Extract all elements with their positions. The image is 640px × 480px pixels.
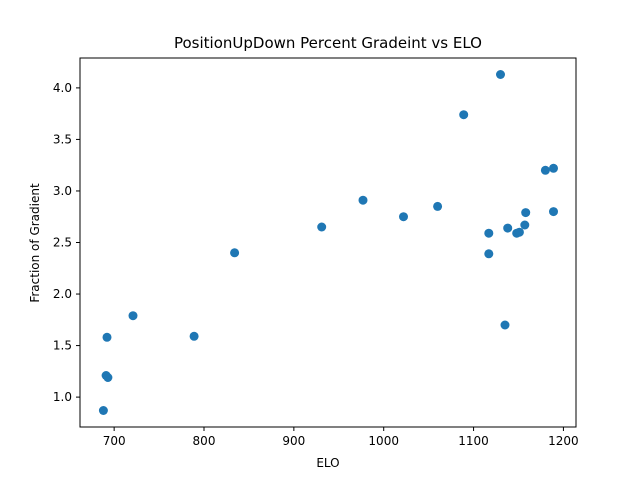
- data-point-8: [358, 195, 368, 205]
- data-point-6: [230, 248, 240, 258]
- data-point-3: [102, 332, 112, 342]
- x-tick-label: 700: [103, 434, 126, 448]
- data-point-0: [98, 406, 108, 415]
- data-points: [98, 70, 558, 415]
- chart-title: PositionUpDown Percent Gradeint vs ELO: [174, 34, 482, 52]
- data-point-7: [317, 222, 327, 232]
- data-point-22: [549, 163, 558, 173]
- data-point-2: [103, 373, 113, 382]
- data-point-12: [484, 249, 494, 259]
- data-point-14: [496, 70, 505, 79]
- data-point-23: [549, 207, 558, 217]
- y-axis-label: Fraction of Gradient: [28, 183, 42, 303]
- data-point-5: [189, 331, 199, 341]
- data-point-15: [500, 320, 510, 330]
- data-point-4: [128, 311, 138, 321]
- x-tick-label: 1200: [548, 434, 579, 448]
- y-tick-label: 3.0: [53, 184, 72, 198]
- y-tick-label: 4.0: [53, 81, 72, 95]
- axis-ticks: 700 800 900 1000 1100 1200 1.0 1.5 2.0 2.5 3.0 3.5 4…: [53, 81, 579, 448]
- y-tick-label: 1.0: [53, 390, 72, 404]
- y-tick-label: 1.5: [53, 339, 72, 353]
- data-point-11: [459, 110, 469, 120]
- data-point-21: [540, 165, 550, 175]
- x-tick-label: 800: [193, 434, 216, 448]
- y-tick-label: 2.0: [53, 287, 72, 301]
- y-tick-label: 3.5: [53, 132, 72, 146]
- data-point-9: [399, 212, 408, 222]
- data-point-20: [521, 208, 531, 218]
- x-axis-label: ELO: [316, 456, 339, 470]
- data-point-10: [433, 201, 443, 211]
- x-tick-label: 1100: [458, 434, 489, 448]
- x-tick-label: 900: [282, 434, 305, 448]
- x-tick-label: 1000: [368, 434, 399, 448]
- data-point-16: [503, 223, 513, 233]
- data-point-18: [514, 227, 524, 237]
- y-tick-label: 2.5: [53, 236, 72, 250]
- data-point-13: [484, 228, 494, 238]
- data-point-19: [520, 220, 530, 230]
- plot-area-frame: [79, 57, 577, 428]
